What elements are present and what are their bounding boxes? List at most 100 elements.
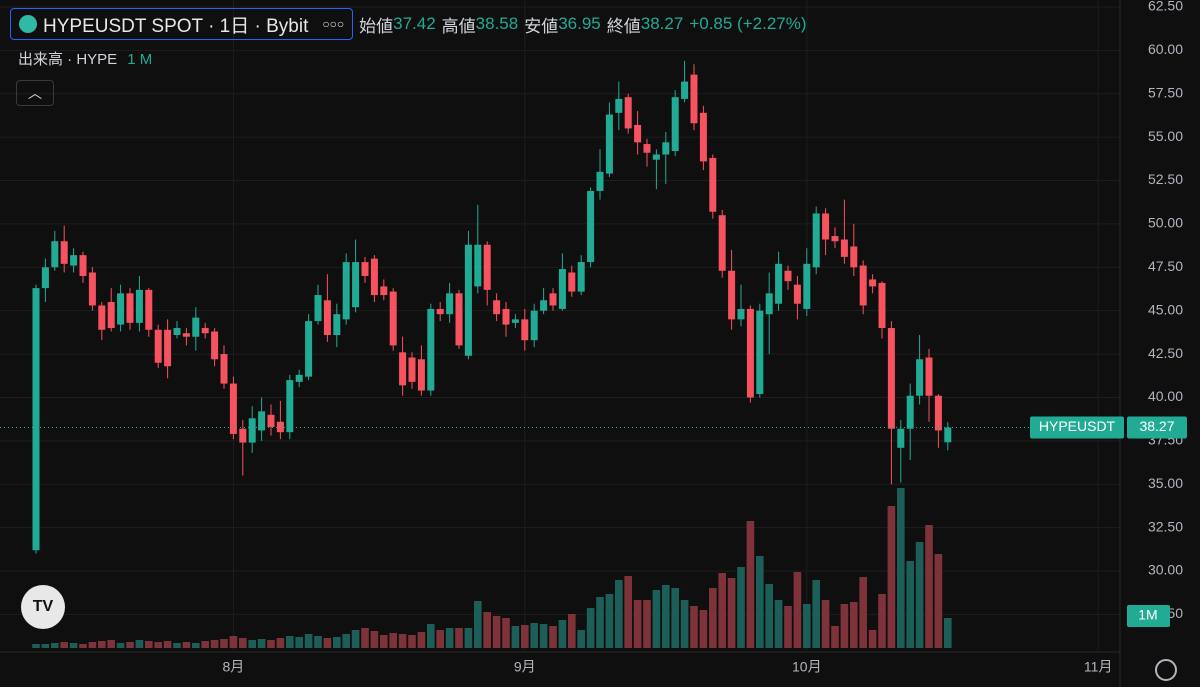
volume-bar bbox=[586, 608, 595, 648]
candle-body bbox=[878, 282, 886, 329]
volume-bar bbox=[737, 567, 745, 648]
volume-bar bbox=[812, 580, 820, 648]
volume-bar bbox=[558, 620, 567, 648]
collapse-button[interactable]: ︿ bbox=[16, 80, 54, 106]
volume-bar bbox=[802, 604, 811, 648]
candle-body bbox=[436, 308, 444, 315]
volume-bar bbox=[445, 628, 454, 648]
volume-bar bbox=[934, 554, 943, 648]
volume-bar bbox=[840, 604, 849, 648]
candle-body bbox=[944, 427, 952, 443]
volume-bar bbox=[69, 643, 78, 648]
volume-bar bbox=[276, 638, 285, 648]
candle-body bbox=[822, 213, 830, 240]
candle-body bbox=[88, 272, 96, 306]
candle-body bbox=[887, 328, 895, 429]
candle-body bbox=[624, 97, 632, 129]
volume-bar bbox=[925, 525, 933, 648]
volume-bar bbox=[464, 628, 473, 648]
candle-body bbox=[399, 352, 407, 386]
candle-body bbox=[859, 265, 867, 306]
y-tick-label: 47.50 bbox=[1148, 258, 1183, 274]
volume-bar bbox=[539, 624, 548, 648]
volume-bar bbox=[126, 642, 134, 648]
settings-button[interactable] bbox=[1155, 659, 1177, 681]
volume-bar bbox=[492, 616, 501, 648]
candle-body bbox=[182, 333, 190, 337]
volume-bar bbox=[718, 573, 726, 648]
candle-body bbox=[408, 357, 416, 382]
volume-bar bbox=[116, 643, 125, 648]
candle-body bbox=[258, 411, 266, 431]
candle-body bbox=[737, 308, 745, 320]
volume-bar bbox=[455, 628, 463, 648]
volume-bar bbox=[596, 597, 604, 648]
volume-bar bbox=[906, 561, 914, 648]
candle-body bbox=[577, 262, 585, 292]
volume-bar bbox=[680, 600, 689, 648]
candle-body bbox=[192, 317, 200, 337]
volume-bar bbox=[614, 580, 623, 648]
candle-body bbox=[934, 395, 942, 431]
volume-bar bbox=[511, 626, 520, 648]
volume-bar bbox=[285, 636, 294, 648]
candle-body bbox=[493, 300, 501, 315]
candle-body bbox=[521, 319, 529, 341]
symbol-box[interactable]: HYPEUSDT SPOT · 1日 · Bybit ○○○ bbox=[10, 8, 354, 40]
candle-body bbox=[60, 241, 68, 264]
ohlc-label: 始値 bbox=[359, 16, 394, 36]
symbol-badge-label: HYPEUSDT bbox=[1039, 418, 1116, 434]
volume-bar bbox=[342, 634, 350, 648]
candle-body bbox=[812, 213, 820, 268]
candle-body bbox=[276, 421, 284, 433]
symbol-icon bbox=[19, 15, 37, 33]
candle-body bbox=[850, 246, 858, 268]
volume-bar bbox=[878, 594, 886, 648]
candle-body bbox=[417, 359, 425, 391]
candle-body bbox=[775, 263, 783, 304]
volume-bar bbox=[361, 628, 369, 648]
y-tick-label: 57.50 bbox=[1148, 84, 1183, 100]
volume-bar bbox=[220, 639, 228, 648]
candle-body bbox=[267, 414, 275, 427]
candle-body bbox=[446, 293, 454, 315]
candle-body bbox=[681, 81, 689, 99]
candle-body bbox=[897, 428, 905, 448]
volume-bar bbox=[304, 634, 313, 648]
volume-bar bbox=[549, 626, 557, 648]
ohlc-value: 36.95 bbox=[558, 14, 601, 33]
candle-body bbox=[530, 310, 538, 341]
more-icon[interactable]: ○○○ bbox=[322, 17, 345, 31]
ohlc-label: 安値 bbox=[524, 16, 559, 36]
symbol-badge bbox=[1030, 416, 1124, 439]
volume-bar bbox=[671, 588, 679, 648]
volume-bar bbox=[295, 637, 303, 648]
legend-header: HYPEUSDT SPOT · 1日 · Bybit ○○○ 始値 37.42 高値… bbox=[10, 8, 807, 40]
volume-bar bbox=[408, 635, 416, 648]
volume-bar bbox=[821, 600, 830, 648]
candle-body bbox=[718, 215, 726, 271]
candle-body bbox=[464, 244, 472, 356]
volume-bar bbox=[332, 637, 341, 648]
y-tick-label: 32.50 bbox=[1148, 518, 1183, 534]
candle-body bbox=[605, 114, 613, 174]
volume-bar bbox=[868, 630, 877, 648]
volume-bar bbox=[633, 600, 642, 648]
logo[interactable]: TV bbox=[21, 585, 65, 629]
y-tick-label: 60.00 bbox=[1148, 41, 1183, 57]
volume-bar bbox=[379, 635, 388, 648]
candle-body bbox=[79, 255, 87, 276]
candle-body bbox=[916, 359, 924, 396]
volume-bar bbox=[351, 630, 360, 648]
candle-body bbox=[98, 305, 106, 330]
symbol-title: HYPEUSDT SPOT · 1日 · Bybit bbox=[43, 15, 309, 37]
candle-body bbox=[126, 293, 134, 323]
x-tick-label: 10月 bbox=[792, 659, 822, 675]
volume-bar bbox=[774, 600, 783, 648]
y-tick-label: 50.00 bbox=[1148, 215, 1183, 231]
change: +0.85 (+2.27%) bbox=[689, 14, 807, 33]
candle-body bbox=[671, 97, 679, 152]
volume-bar bbox=[784, 606, 792, 648]
candle-body bbox=[70, 255, 78, 266]
